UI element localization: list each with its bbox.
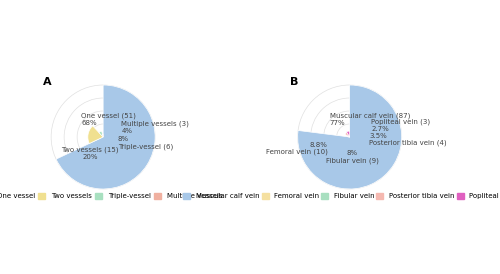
Legend: One vessel, Two vessels, Triple-vessel, Multiple vessels: One vessel, Two vessels, Triple-vessel, … bbox=[0, 190, 225, 202]
Legend: Muscular calf vein, Femoral vein, Fibular vein, Posterior tibia vein, Popliteal : Muscular calf vein, Femoral vein, Fibula… bbox=[180, 190, 500, 202]
Wedge shape bbox=[56, 85, 155, 189]
Text: 8%
Triple-vessel (6): 8% Triple-vessel (6) bbox=[118, 136, 173, 150]
Text: Two vessels (15)
20%: Two vessels (15) 20% bbox=[62, 147, 119, 160]
Text: 8.8%
Femoral vein (10): 8.8% Femoral vein (10) bbox=[266, 142, 328, 155]
Wedge shape bbox=[102, 134, 103, 137]
Text: One vessel (51)
68%: One vessel (51) 68% bbox=[82, 112, 136, 125]
Text: A: A bbox=[44, 77, 52, 87]
Text: Multiple vessels (3)
4%: Multiple vessels (3) 4% bbox=[122, 121, 189, 134]
Wedge shape bbox=[88, 126, 103, 144]
Wedge shape bbox=[298, 85, 402, 189]
Text: 8%
Fibular vein (9): 8% Fibular vein (9) bbox=[326, 150, 378, 164]
Text: B: B bbox=[290, 77, 298, 87]
Wedge shape bbox=[348, 136, 350, 137]
Wedge shape bbox=[348, 136, 350, 137]
Wedge shape bbox=[99, 131, 103, 137]
Text: Muscular calf vein (87)
77%: Muscular calf vein (87) 77% bbox=[330, 112, 410, 125]
Wedge shape bbox=[345, 132, 350, 137]
Text: 3.5%
Posterior tibia vein (4): 3.5% Posterior tibia vein (4) bbox=[370, 133, 447, 146]
Wedge shape bbox=[346, 131, 350, 137]
Text: Popliteal vein (3)
2.7%: Popliteal vein (3) 2.7% bbox=[372, 119, 430, 132]
